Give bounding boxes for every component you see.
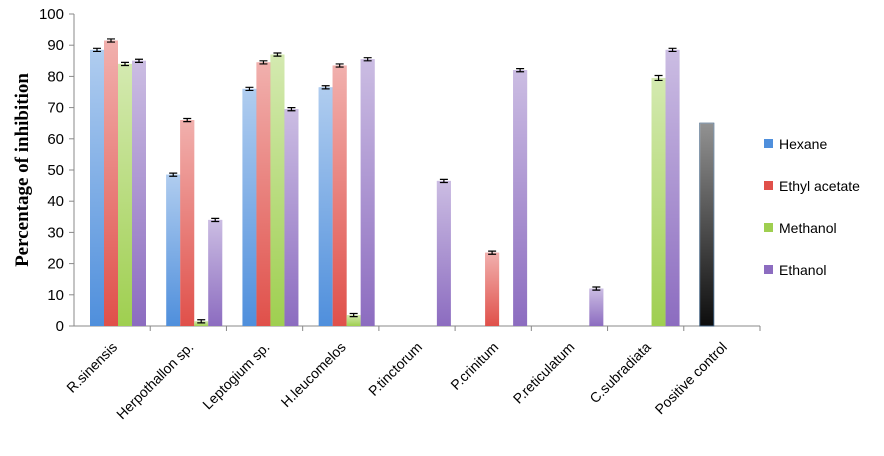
bar-shine bbox=[346, 315, 361, 326]
error-bar bbox=[654, 74, 663, 82]
bar-shine bbox=[284, 109, 299, 326]
error-bar bbox=[287, 107, 296, 112]
error-bar bbox=[321, 85, 330, 90]
x-tick-label: R.sinensis bbox=[63, 339, 120, 396]
bar-shine bbox=[104, 40, 118, 327]
x-tick-label: P.reticulatum bbox=[510, 339, 578, 407]
bar-shine bbox=[436, 180, 451, 326]
bar-shine bbox=[132, 60, 146, 327]
bar-shine bbox=[360, 59, 375, 327]
bar-shine bbox=[485, 252, 500, 326]
legend-label: Ethyl acetate bbox=[779, 178, 860, 194]
y-tick-label: 60 bbox=[47, 131, 64, 148]
error-bar bbox=[488, 250, 497, 255]
y-tick-label: 40 bbox=[47, 193, 64, 210]
y-tick-label: 50 bbox=[47, 162, 64, 179]
bar-shine bbox=[589, 288, 604, 326]
error-bar bbox=[245, 86, 254, 92]
y-tick-label: 0 bbox=[56, 318, 64, 335]
y-axis-label: Percentage of inhibition bbox=[12, 73, 33, 267]
x-tick-label: P.tinctorum bbox=[365, 339, 425, 399]
bar-shine bbox=[665, 49, 680, 326]
x-tick-label: H.leucomelos bbox=[278, 339, 349, 410]
bar-shine bbox=[90, 49, 104, 326]
x-tick-label: Leptogium sp. bbox=[199, 339, 273, 413]
bar-shine bbox=[194, 321, 209, 326]
x-tick-label: P.crinitum bbox=[447, 339, 501, 393]
bar-shine bbox=[180, 120, 195, 326]
y-tick-label: 20 bbox=[47, 256, 64, 273]
y-tick-label: 100 bbox=[39, 6, 64, 23]
error-bar bbox=[135, 58, 143, 63]
x-tick-label: Positive control bbox=[652, 339, 730, 417]
bar-shine bbox=[332, 65, 347, 326]
error-bar bbox=[516, 68, 525, 73]
bar-shine bbox=[208, 219, 223, 326]
legend-label: Methanol bbox=[779, 220, 837, 236]
error-bar bbox=[273, 52, 282, 57]
y-tick-label: 30 bbox=[47, 224, 64, 241]
error-bar bbox=[197, 319, 206, 324]
error-bar bbox=[668, 47, 677, 53]
bar-shine bbox=[318, 87, 333, 326]
error-bar bbox=[107, 38, 115, 43]
bar-shine bbox=[166, 174, 181, 326]
error-bar bbox=[335, 63, 344, 68]
bar-shine bbox=[242, 88, 257, 326]
error-bar bbox=[259, 60, 268, 65]
legend-label: Ethanol bbox=[779, 262, 826, 278]
bar-shine bbox=[651, 77, 666, 327]
error-bar bbox=[439, 178, 448, 184]
error-bar bbox=[169, 172, 178, 177]
legend-swatch bbox=[764, 181, 773, 190]
error-bar bbox=[121, 61, 129, 67]
error-bar bbox=[592, 286, 601, 291]
legend-swatch bbox=[764, 265, 773, 274]
y-tick-label: 80 bbox=[47, 68, 64, 85]
legend-label: Hexane bbox=[779, 136, 827, 152]
legend-swatch bbox=[764, 139, 773, 148]
bar-shine bbox=[513, 70, 528, 326]
error-bar bbox=[93, 47, 101, 53]
legend-swatch bbox=[764, 223, 773, 232]
error-bar bbox=[349, 312, 358, 318]
bar-shine bbox=[270, 54, 285, 327]
bar-shine bbox=[699, 123, 714, 326]
error-bar bbox=[363, 57, 372, 62]
bar-shine bbox=[118, 63, 132, 327]
y-tick-label: 90 bbox=[47, 37, 64, 54]
error-bar bbox=[211, 217, 220, 223]
x-tick-label: Herpothallon sp. bbox=[113, 339, 196, 422]
bar-shine bbox=[256, 62, 271, 327]
error-bar bbox=[183, 117, 192, 123]
y-tick-label: 10 bbox=[47, 287, 64, 304]
x-tick-label: C.subradiata bbox=[586, 339, 654, 407]
y-tick-label: 70 bbox=[47, 100, 64, 117]
